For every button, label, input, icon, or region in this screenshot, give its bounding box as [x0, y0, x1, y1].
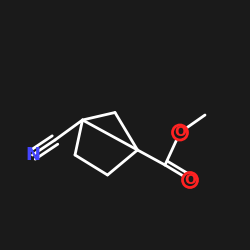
Circle shape [182, 172, 198, 188]
Text: N: N [25, 146, 40, 164]
Text: O: O [174, 126, 186, 140]
Text: O: O [184, 173, 196, 187]
Circle shape [172, 125, 188, 140]
